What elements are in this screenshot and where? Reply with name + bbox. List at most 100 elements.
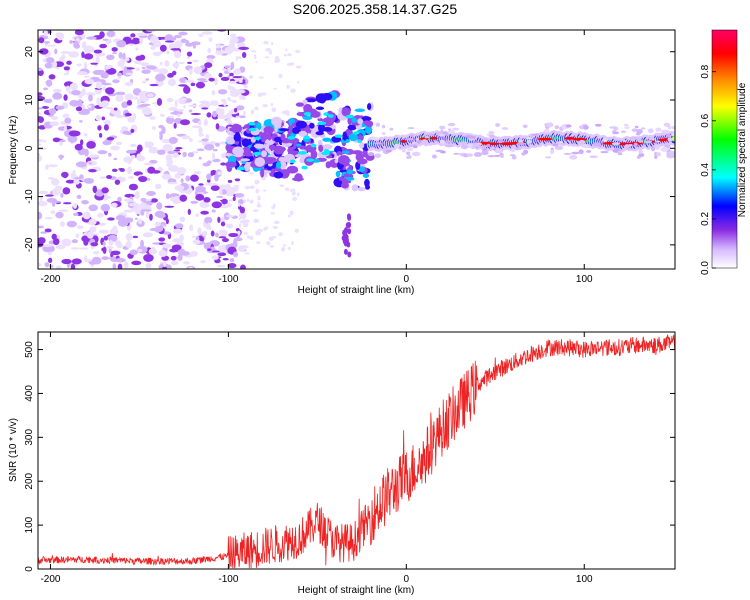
- spot-blob: [243, 124, 250, 129]
- line-speck: [586, 150, 592, 153]
- noise-blob: [215, 107, 222, 114]
- line-speck: [671, 132, 675, 137]
- spot-blob: [287, 147, 294, 154]
- noise-blob: [198, 104, 206, 108]
- line-speck: [407, 127, 415, 130]
- line-speck: [385, 149, 392, 153]
- noise-blob: [79, 120, 83, 123]
- spot-blob: [347, 124, 357, 131]
- noise-blob-faint: [297, 80, 300, 84]
- noise-blob: [137, 105, 148, 108]
- noise-blob: [116, 40, 127, 48]
- noise-blob: [125, 149, 137, 154]
- line-speck: [623, 123, 630, 127]
- noise-blob: [63, 125, 68, 132]
- noise-blob: [43, 139, 47, 143]
- noise-blob: [227, 187, 236, 195]
- spot-peak: [303, 135, 310, 140]
- noise-blob: [45, 194, 54, 197]
- noise-blob-faint: [235, 56, 239, 61]
- noise-blob: [108, 239, 114, 246]
- noise-blob: [42, 244, 52, 247]
- spot-blob: [244, 152, 254, 157]
- noise-blob: [93, 250, 100, 255]
- noise-blob: [208, 37, 213, 42]
- noise-blob: [156, 98, 163, 106]
- line-speck: [667, 150, 675, 156]
- noise-blob: [138, 90, 149, 99]
- line-speck: [516, 142, 526, 146]
- noise-blob: [214, 77, 219, 86]
- noise-blob-faint: [283, 124, 286, 128]
- noise-blob: [146, 191, 155, 196]
- noise-blob: [38, 237, 46, 244]
- noise-blob: [99, 133, 103, 138]
- noise-blob: [187, 208, 191, 216]
- noise-blob: [136, 153, 143, 161]
- noise-blob: [243, 85, 248, 88]
- noise-blob: [198, 126, 203, 135]
- line-speck: [581, 144, 587, 148]
- noise-blob-faint: [239, 223, 242, 228]
- noise-blob-faint: [227, 97, 231, 101]
- spot-blob: [299, 145, 306, 150]
- line-peak: [537, 137, 553, 141]
- noise-blob: [125, 72, 134, 76]
- noise-blob: [210, 185, 220, 191]
- spot-blob: [275, 161, 282, 169]
- noise-blob: [235, 105, 245, 111]
- noise-blob: [124, 81, 133, 87]
- noise-blob: [200, 210, 209, 215]
- noise-blob: [106, 54, 115, 61]
- line-speck: [625, 147, 633, 150]
- noise-blob: [188, 266, 193, 269]
- noise-blob-faint: [231, 99, 237, 103]
- line-speck: [481, 150, 489, 156]
- noise-blob: [68, 51, 80, 58]
- noise-blob: [108, 152, 112, 157]
- spot-blob: [280, 133, 286, 141]
- spectrogram-x-tick-label: -200: [40, 274, 60, 285]
- noise-blob: [90, 242, 99, 247]
- noise-blob: [164, 34, 174, 42]
- line-speck: [571, 151, 580, 155]
- line-speck: [501, 127, 509, 130]
- line-speck: [439, 125, 446, 130]
- noise-blob: [38, 263, 42, 267]
- noise-blob: [88, 204, 98, 212]
- noise-blob: [106, 136, 115, 141]
- line-speck: [624, 126, 630, 130]
- noise-blob: [77, 99, 83, 107]
- noise-blob: [172, 62, 180, 68]
- noise-blob: [140, 239, 144, 248]
- noise-blob: [83, 133, 88, 137]
- colorbar-label: Normalized spectral amplitude: [737, 82, 748, 217]
- noise-blob: [130, 154, 136, 159]
- noise-blob: [191, 151, 199, 154]
- noise-blob-faint: [281, 246, 286, 252]
- noise-blob: [193, 66, 203, 75]
- noise-blob: [83, 255, 88, 263]
- noise-blob: [161, 126, 166, 134]
- noise-blob: [39, 48, 49, 55]
- noise-blob: [238, 115, 246, 119]
- noise-blob: [142, 80, 147, 84]
- noise-blob: [125, 233, 133, 241]
- colorbar-ticks: 0.0 0.2 0.4 0.6 0.8: [700, 64, 716, 275]
- snr-y-label: SNR (10 * v/v): [8, 418, 19, 482]
- noise-blob: [115, 141, 123, 146]
- line-speck: [663, 122, 671, 127]
- spot-blob: [277, 118, 282, 129]
- line-speck: [466, 153, 474, 157]
- noise-blob-faint: [246, 198, 250, 202]
- noise-blob: [76, 225, 84, 230]
- line-speck: [481, 145, 488, 148]
- spectrogram-y-tick-label: -20: [24, 237, 35, 252]
- spot-blob: [364, 124, 373, 135]
- noise-blob-faint: [255, 61, 258, 64]
- noise-blob: [102, 241, 106, 246]
- noise-blob: [130, 33, 136, 38]
- noise-blob: [212, 148, 218, 152]
- noise-blob: [170, 111, 179, 115]
